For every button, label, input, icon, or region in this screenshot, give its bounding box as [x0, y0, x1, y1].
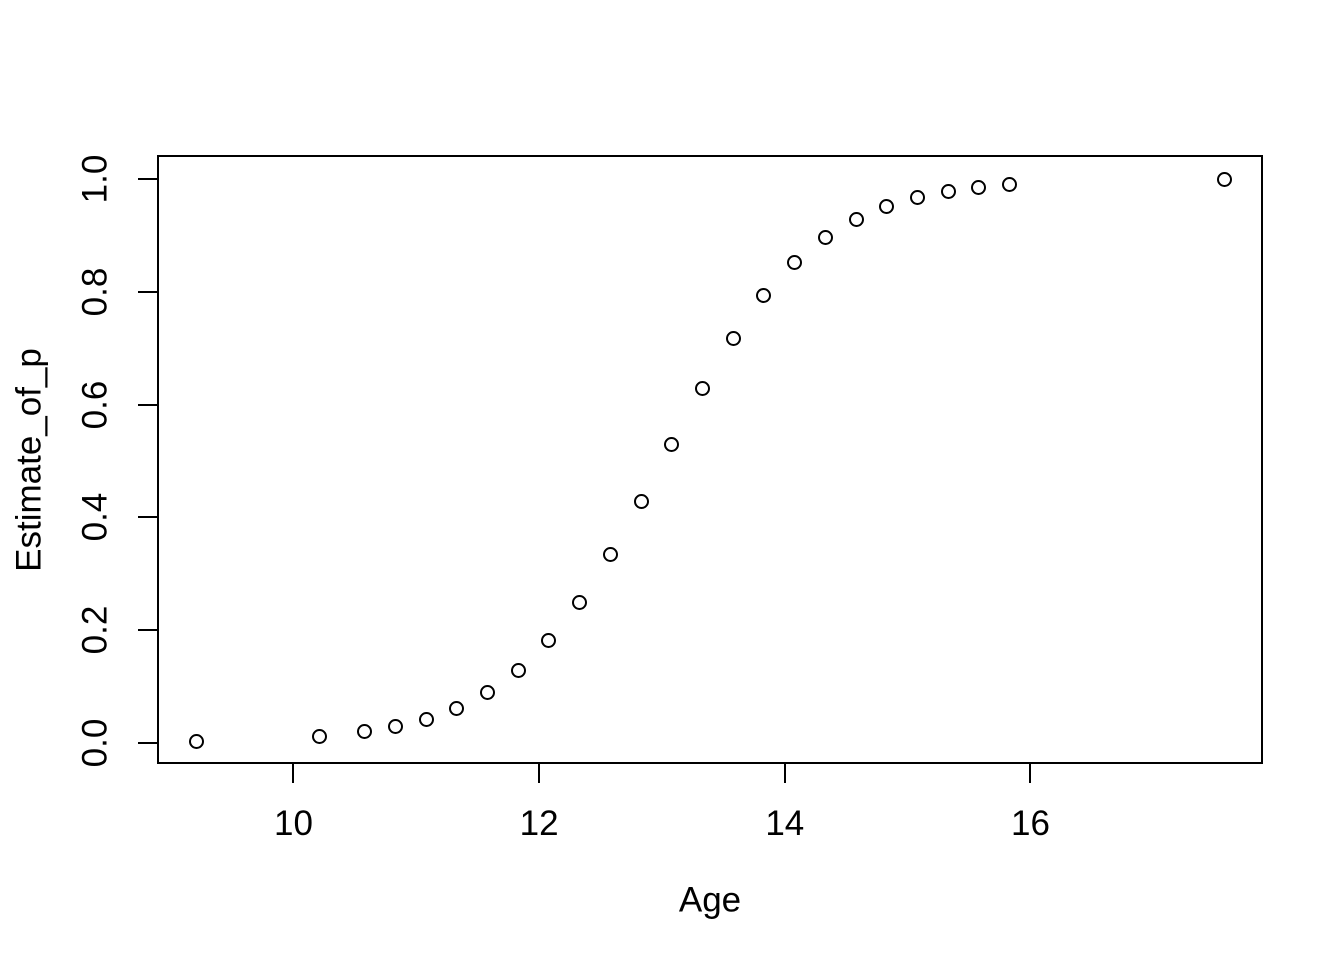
- data-point: [1002, 177, 1018, 193]
- x-tick-label: 12: [519, 804, 559, 843]
- data-point: [633, 493, 649, 509]
- data-point: [480, 684, 496, 700]
- data-point: [909, 190, 925, 206]
- y-tick-label: 0.4: [75, 492, 115, 542]
- y-axis-tick: [138, 290, 157, 293]
- x-axis-tick: [538, 764, 541, 783]
- y-axis-tick: [138, 178, 157, 181]
- data-point: [510, 662, 526, 678]
- x-axis-label: Age: [678, 880, 742, 920]
- data-point: [572, 594, 588, 610]
- data-point: [1217, 172, 1233, 188]
- y-axis-tick: [138, 516, 157, 519]
- data-point: [940, 184, 956, 200]
- y-axis-tick: [138, 741, 157, 744]
- data-point: [449, 700, 465, 716]
- data-point: [387, 719, 403, 735]
- data-point: [848, 211, 864, 227]
- data-point: [541, 633, 557, 649]
- data-point: [311, 729, 327, 745]
- data-point: [971, 180, 987, 196]
- y-tick-label: 1.0: [75, 154, 115, 204]
- y-tick-label: 0.0: [75, 718, 115, 767]
- x-axis-tick: [783, 764, 786, 783]
- data-point: [418, 711, 434, 727]
- data-point: [357, 724, 373, 740]
- data-point: [725, 330, 741, 346]
- data-point: [817, 229, 833, 245]
- y-axis-tick: [138, 628, 157, 631]
- y-axis-label: Estimate_of_p: [9, 348, 49, 572]
- data-point: [787, 255, 803, 271]
- x-tick-label: 10: [274, 804, 313, 843]
- data-point: [664, 436, 680, 452]
- data-point: [756, 288, 772, 304]
- x-axis-tick: [292, 764, 295, 783]
- x-tick-label: 14: [765, 804, 805, 843]
- x-tick-label: 16: [1011, 804, 1050, 843]
- y-axis-tick: [138, 403, 157, 406]
- plot-area-border: [157, 155, 1263, 764]
- y-tick-label: 0.8: [75, 267, 115, 317]
- data-point: [188, 733, 204, 749]
- x-axis-tick: [1029, 764, 1032, 783]
- y-tick-label: 0.2: [75, 605, 115, 655]
- data-point: [602, 547, 618, 563]
- y-tick-label: 0.6: [75, 380, 115, 429]
- data-point: [879, 199, 895, 215]
- data-point: [695, 380, 710, 396]
